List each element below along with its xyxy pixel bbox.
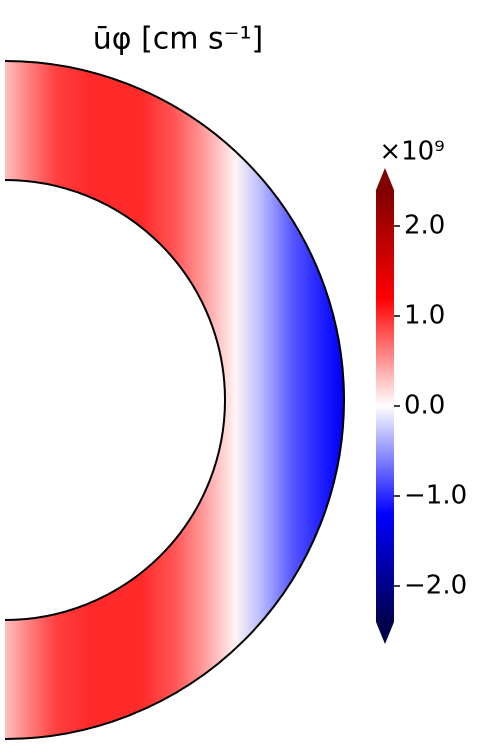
inner-boundary: [4, 179, 226, 621]
colorbar-multiplier: ×10⁹: [379, 137, 444, 167]
colorbar-extend-min: [376, 622, 394, 644]
chart-title: ūφ [cm s⁻¹]: [93, 22, 264, 57]
colorbar-tick-label: 2.0: [404, 211, 445, 241]
colorbar-tick-label: −1.0: [404, 481, 467, 511]
colorbar-tick-label: −2.0: [404, 571, 467, 601]
colorbar-tick-label: 0.0: [404, 391, 445, 421]
outer-boundary: [4, 60, 345, 740]
colorbar: [376, 190, 394, 622]
shell-field: [5, 61, 344, 739]
colorbar-tick-label: 1.0: [404, 301, 445, 331]
colorbar-extend-max: [376, 168, 394, 190]
